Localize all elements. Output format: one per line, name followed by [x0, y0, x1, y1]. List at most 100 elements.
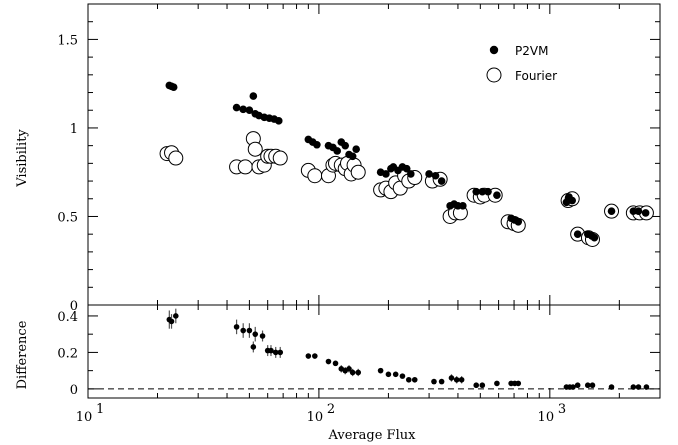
legend-label-fourier: Fourier	[515, 69, 557, 83]
difference-point	[479, 382, 486, 389]
x-tick-label: 10	[538, 410, 555, 425]
x-tick-label-exponent: 2	[327, 402, 335, 417]
difference-point	[411, 376, 418, 383]
p2vm-point	[348, 152, 357, 161]
top-y-axis-label: Visibility	[15, 129, 30, 188]
p2vm-point	[437, 177, 446, 185]
p2vm-point	[641, 209, 650, 217]
x-tick-label-exponent: 1	[96, 402, 104, 417]
difference-point	[346, 366, 352, 372]
p2vm-point	[232, 103, 241, 112]
p2vm-point	[169, 83, 178, 92]
difference-point	[332, 360, 339, 367]
difference-point	[608, 384, 615, 390]
p2vm-point	[431, 171, 440, 180]
p2vm-point	[274, 117, 283, 125]
y-tick-label: 0	[70, 299, 78, 314]
legend-marker-p2vm	[489, 45, 499, 55]
p2vm-point	[607, 207, 616, 215]
p2vm-point	[402, 164, 411, 173]
difference-point	[494, 380, 500, 387]
p2vm-point	[478, 187, 487, 196]
x-tick-label-exponent: 3	[558, 402, 566, 417]
difference-point	[272, 349, 279, 356]
y-tick-label: 1	[70, 122, 78, 137]
difference-point	[246, 327, 253, 334]
p2vm-point	[382, 170, 390, 178]
difference-point	[172, 313, 179, 319]
bottom-plot-frame	[87, 304, 661, 399]
p2vm-point	[341, 141, 350, 150]
difference-point	[453, 376, 460, 383]
difference-point	[250, 344, 257, 350]
p2vm-point	[313, 140, 321, 149]
p2vm-point	[568, 196, 577, 205]
difference-point	[630, 384, 637, 390]
difference-point	[515, 380, 522, 387]
difference-point	[643, 384, 650, 390]
y-tick-label: 0.5	[57, 210, 78, 225]
legend-marker-fourier	[486, 67, 502, 83]
difference-point	[405, 376, 412, 383]
y-tick-label: 0.4	[57, 310, 78, 325]
fourier-point	[350, 164, 366, 180]
p2vm-point	[407, 170, 415, 178]
difference-point	[635, 384, 642, 390]
x-tick-label: 10	[307, 410, 324, 425]
p2vm-point	[590, 233, 599, 242]
fourier-point	[247, 141, 263, 157]
x-tick-label: 10	[76, 410, 93, 425]
p2vm-point	[484, 187, 492, 196]
difference-point	[399, 373, 406, 379]
y-tick-label: 0	[70, 383, 78, 398]
difference-point	[448, 375, 455, 381]
difference-point	[268, 347, 274, 354]
legend-label-p2vm: P2VM	[515, 44, 548, 58]
difference-point	[349, 369, 356, 376]
difference-point	[473, 382, 480, 389]
x-axis-label: Average Flux	[328, 428, 417, 443]
difference-point	[458, 376, 465, 383]
difference-point	[240, 327, 246, 334]
y-tick-label: 1.5	[57, 33, 78, 48]
difference-point	[233, 324, 240, 330]
difference-point	[168, 318, 175, 325]
p2vm-point	[249, 92, 258, 100]
p2vm-point	[333, 147, 341, 155]
y-tick-label: 0.2	[57, 346, 78, 361]
difference-point	[570, 384, 576, 390]
p2vm-point	[493, 191, 501, 200]
p2vm-point	[459, 202, 467, 210]
difference-point	[325, 358, 332, 365]
p2vm-point	[472, 187, 481, 196]
difference-point	[252, 331, 259, 337]
difference-point	[431, 378, 437, 385]
difference-point	[259, 333, 266, 339]
fourier-point	[272, 150, 288, 166]
p2vm-point	[514, 217, 523, 226]
p2vm-point	[573, 230, 582, 238]
difference-point	[438, 378, 445, 385]
difference-point	[589, 382, 596, 389]
difference-point	[355, 369, 362, 376]
difference-point	[277, 349, 284, 356]
p2vm-point	[239, 105, 247, 114]
difference-point	[312, 353, 318, 359]
p2vm-point	[425, 170, 433, 178]
bottom-y-axis-label: Difference	[15, 320, 30, 389]
legend: P2VM Fourier	[486, 44, 557, 83]
difference-point	[584, 382, 591, 389]
difference-point	[377, 367, 384, 374]
p2vm-point	[245, 106, 254, 115]
visibility-panel: 0 0.5 1 1.5	[57, 3, 661, 314]
fourier-point	[237, 159, 253, 175]
fourier-point	[307, 168, 323, 184]
difference-point	[305, 353, 312, 359]
difference-point	[574, 382, 581, 389]
p2vm-point	[352, 145, 360, 153]
p2vm-point	[634, 207, 643, 215]
difference-point	[392, 371, 399, 378]
fourier-point	[168, 150, 184, 166]
